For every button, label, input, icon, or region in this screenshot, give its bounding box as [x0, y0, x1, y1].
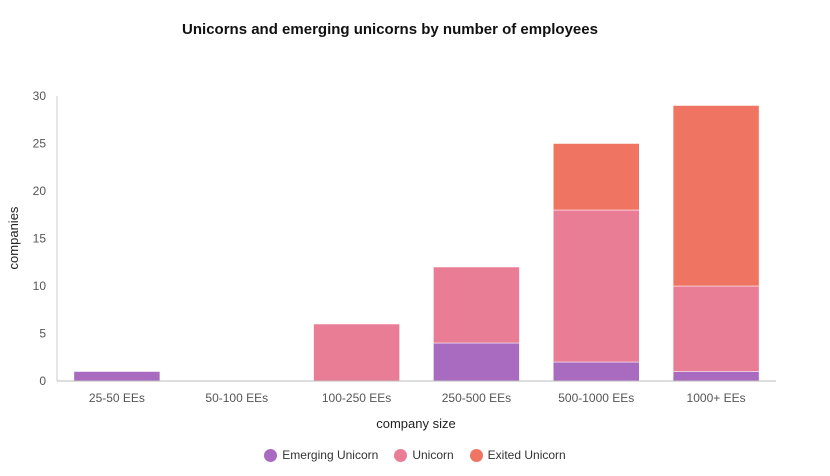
- bar-exited-unicorn: [553, 143, 640, 211]
- legend-item[interactable]: Unicorn: [394, 448, 454, 462]
- stacked-bar-chart: Unicorns and emerging unicorns by number…: [6, 21, 776, 431]
- chart-title: Unicorns and emerging unicorns by number…: [182, 21, 598, 38]
- y-tick-label: 0: [39, 374, 46, 388]
- legend-item[interactable]: Exited Unicorn: [469, 448, 566, 462]
- x-axis-label: company size: [376, 416, 455, 431]
- legend-swatch: [469, 448, 483, 462]
- x-tick-label: 100-250 EEs: [322, 391, 391, 405]
- bar-unicorn: [433, 266, 520, 344]
- y-tick-label: 5: [39, 327, 46, 341]
- legend-label: Exited Unicorn: [487, 448, 566, 462]
- bar-emerging-unicorn: [73, 371, 161, 382]
- x-tick-label: 50-100 EEs: [205, 391, 268, 405]
- y-axis-label: companies: [6, 206, 21, 269]
- bar-emerging-unicorn: [433, 342, 520, 382]
- x-tick-label: 1000+ EEs: [687, 391, 746, 405]
- x-tick-label: 25-50 EEs: [89, 391, 145, 405]
- y-tick-label: 30: [33, 89, 47, 103]
- legend-item[interactable]: Emerging Unicorn: [264, 448, 378, 462]
- x-tick-label: 250-500 EEs: [442, 391, 511, 405]
- legend-label: Emerging Unicorn: [282, 448, 379, 462]
- bar-emerging-unicorn: [672, 371, 760, 382]
- legend-swatch: [264, 448, 278, 462]
- bar-exited-unicorn: [672, 105, 760, 287]
- y-tick-label: 25: [33, 137, 47, 151]
- legend-swatch: [394, 448, 408, 462]
- bar-unicorn: [313, 323, 400, 382]
- y-tick-label: 10: [33, 279, 47, 293]
- legend: Emerging Unicorn Unicorn Exited Unicorn: [0, 448, 830, 462]
- bar-unicorn: [553, 209, 640, 363]
- y-tick-label: 20: [33, 184, 47, 198]
- y-tick-label: 15: [33, 232, 47, 246]
- x-tick-label: 500-1000 EEs: [558, 391, 634, 405]
- legend-label: Unicorn: [412, 448, 454, 462]
- bar-emerging-unicorn: [553, 361, 640, 382]
- bar-unicorn: [672, 285, 760, 372]
